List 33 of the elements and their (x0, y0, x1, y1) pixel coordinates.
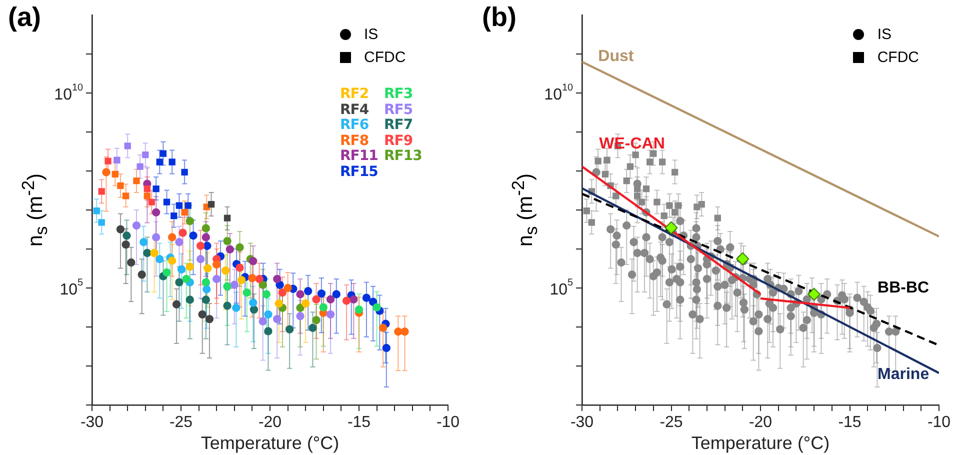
chart-title: (b) (482, 2, 516, 33)
series-label: WE-CAN (599, 136, 665, 153)
text: RF5 (384, 102, 414, 118)
text: RF9 (384, 132, 414, 149)
text: RF6 (340, 117, 370, 134)
series-label: Dust (598, 48, 634, 65)
series-label: Marine (878, 366, 930, 383)
legend-label: IS (877, 26, 892, 43)
legend-label: CFDC (364, 49, 406, 66)
text: RF15 (340, 164, 379, 180)
text: RF8 (340, 132, 370, 149)
x-tick-label: -30 (570, 414, 594, 432)
x-tick-label: -10 (436, 414, 460, 432)
x-tick-label: -15 (838, 414, 862, 432)
x-tick-label: -20 (258, 414, 282, 432)
legend-label: IS (364, 26, 378, 43)
series-label: BB-BC (878, 280, 930, 297)
x-axis-title: Temperature (°C) (200, 433, 340, 454)
x-tick-label: -30 (80, 414, 104, 432)
legend-label: CFDC (877, 49, 919, 66)
x-tick-label: -25 (660, 414, 683, 432)
text: RF11 (340, 148, 379, 164)
text: RF13 (384, 148, 423, 164)
x-axis-title: Temperature (°C) (691, 433, 830, 454)
x-tick-label: -10 (927, 414, 951, 432)
chart-title: (a) (8, 2, 41, 33)
text: RF3 (384, 86, 414, 102)
text: RF7 (384, 117, 414, 134)
text: RF4 (340, 102, 370, 118)
x-tick-label: -15 (347, 414, 371, 432)
x-tick-label: -20 (748, 414, 772, 432)
x-tick-label: -25 (169, 414, 193, 432)
text: RF2 (340, 86, 370, 102)
